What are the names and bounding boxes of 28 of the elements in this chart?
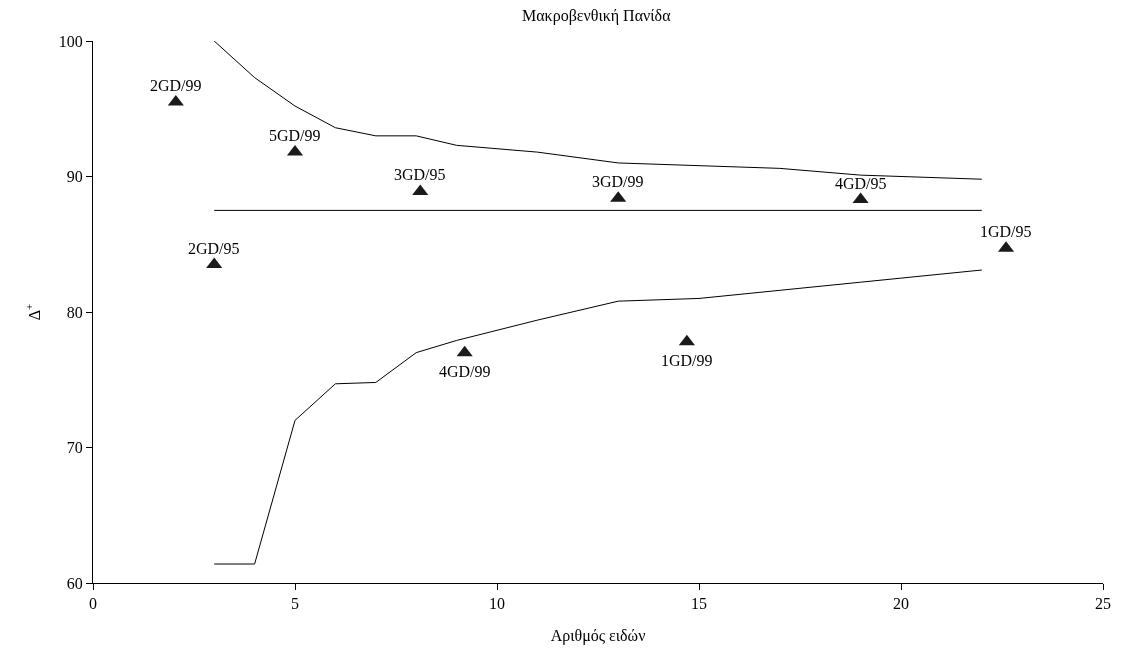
x-axis-title: Αριθμός ειδών xyxy=(550,626,646,645)
point xyxy=(206,257,223,269)
y-tick-label: 90 xyxy=(66,168,83,186)
annotation: 1GD/99 xyxy=(661,352,713,369)
point xyxy=(852,192,869,204)
x-tick-label: 25 xyxy=(1095,595,1111,613)
y-tick-label: 70 xyxy=(66,439,83,457)
annotation: 5GD/99 xyxy=(269,127,321,144)
point xyxy=(678,334,695,346)
annotation: 2GD/99 xyxy=(150,77,202,94)
annotation: 4GD/95 xyxy=(835,175,887,192)
point xyxy=(167,94,184,106)
y-tick-label: 100 xyxy=(58,32,83,50)
point xyxy=(456,345,473,357)
chart-title: Μακροβενθική Πανίδα xyxy=(521,6,672,25)
y-tick-label: 60 xyxy=(66,574,83,592)
x-tick-label: 0 xyxy=(89,595,97,613)
annotation: 1GD/95 xyxy=(980,223,1032,240)
annotation: 4GD/99 xyxy=(439,363,491,380)
x-tick-label: 15 xyxy=(691,595,707,613)
annotation: 2GD/95 xyxy=(188,240,240,257)
line-series xyxy=(213,269,983,565)
x-tick-label: 10 xyxy=(489,595,505,613)
y-tick-label: 80 xyxy=(66,303,83,321)
annotation: 3GD/99 xyxy=(592,173,644,190)
annotation: 3GD/95 xyxy=(394,166,446,183)
x-tick-label: 20 xyxy=(893,595,909,613)
x-tick-label: 5 xyxy=(291,595,299,613)
